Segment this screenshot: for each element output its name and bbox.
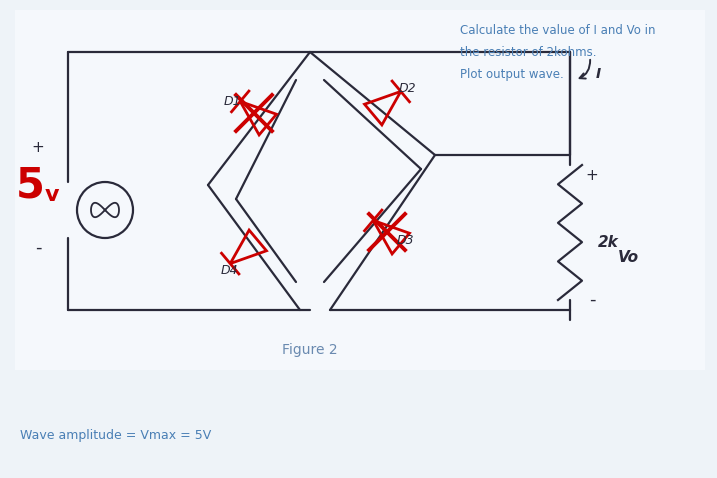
Text: 5: 5 (16, 164, 44, 206)
Text: Wave amplitude = Vmax = 5V: Wave amplitude = Vmax = 5V (20, 428, 212, 442)
Text: D3: D3 (397, 233, 414, 247)
Text: -: - (589, 291, 595, 309)
Text: +: + (586, 168, 599, 183)
Text: D1: D1 (223, 95, 241, 108)
Text: the resistor of 2kohms.: the resistor of 2kohms. (460, 45, 597, 58)
Text: -: - (34, 239, 42, 257)
Text: I: I (595, 67, 601, 81)
Text: v: v (44, 185, 60, 205)
Text: +: + (32, 141, 44, 155)
FancyBboxPatch shape (15, 10, 705, 370)
Text: Vo: Vo (617, 250, 639, 264)
Text: Figure 2: Figure 2 (282, 343, 338, 357)
Text: Plot output wave.: Plot output wave. (460, 67, 564, 80)
Text: 2k: 2k (598, 235, 618, 250)
Text: Calculate the value of I and Vo in: Calculate the value of I and Vo in (460, 23, 655, 36)
Text: D4: D4 (220, 263, 238, 276)
Text: D2: D2 (398, 82, 416, 95)
